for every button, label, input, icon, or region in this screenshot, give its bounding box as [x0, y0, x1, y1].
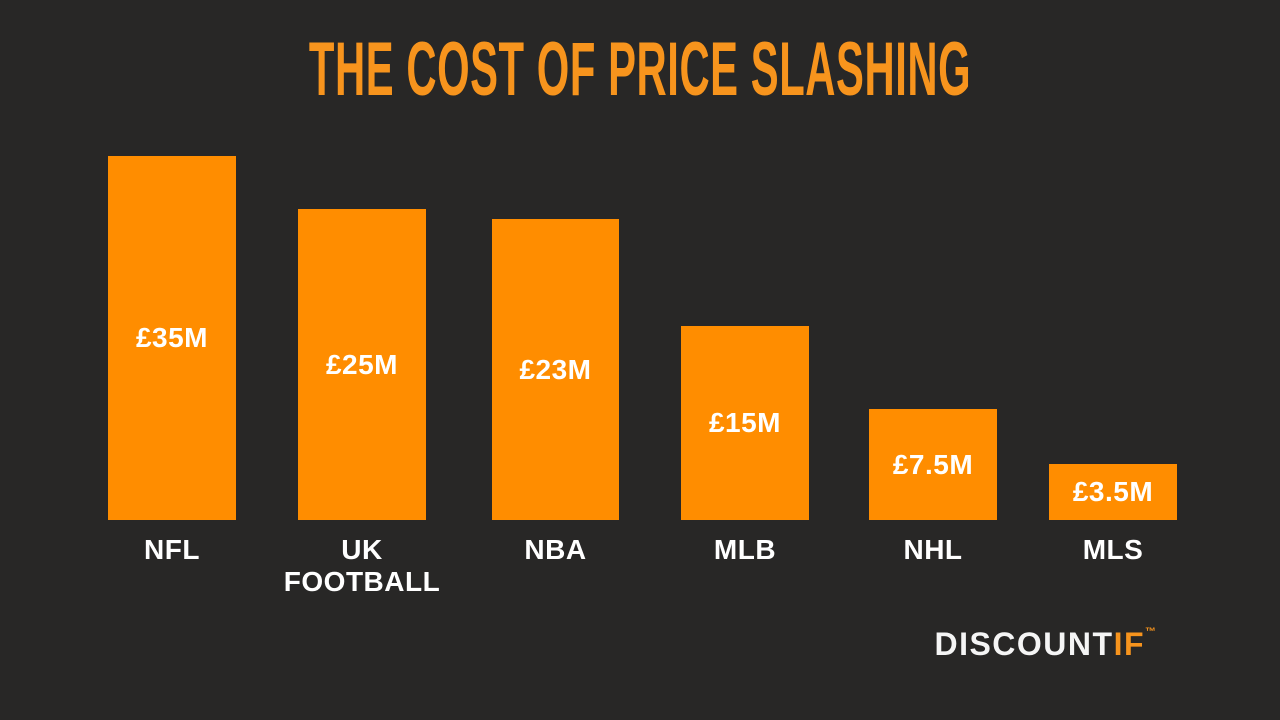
- logo-text-discount: DISCOUNT: [934, 626, 1114, 662]
- bar-value-label-nfl: £35M: [135, 322, 209, 353]
- bar-uk-football: £25M: [298, 209, 426, 520]
- bar-value-label-mls: £3.5M: [1072, 476, 1154, 507]
- chart-title: THE COST OF PRICE SLASHING: [308, 27, 972, 112]
- category-label-mls: MLS: [1082, 534, 1144, 565]
- bar-value-label-nhl: £7.5M: [892, 448, 974, 480]
- category-label-nba: NBA: [524, 534, 587, 565]
- trademark-icon: ™: [1145, 626, 1156, 638]
- category-label-nhl: NHL: [903, 534, 963, 565]
- brand-logo: DISCOUNTIF™: [934, 626, 1156, 663]
- bar-nba: £23M: [492, 219, 619, 520]
- bar-mlb: £15M: [681, 326, 809, 520]
- bar-value-label-nba: £23M: [519, 353, 592, 385]
- bar-value-label-mlb: £15M: [708, 407, 782, 438]
- bar-nfl: £35M: [108, 156, 236, 520]
- title-container: THE COST OF PRICE SLASHING: [0, 25, 1280, 115]
- bar-nhl: £7.5M: [869, 409, 997, 520]
- bar-value-label-uk-football: £25M: [325, 348, 399, 380]
- category-label-uk-football: UK FOOTBALL: [283, 534, 441, 597]
- bar-mls: £3.5M: [1049, 464, 1177, 520]
- category-label-nfl: NFL: [144, 534, 200, 565]
- logo-text-if: IF: [1113, 626, 1145, 662]
- category-label-mlb: MLB: [713, 534, 777, 565]
